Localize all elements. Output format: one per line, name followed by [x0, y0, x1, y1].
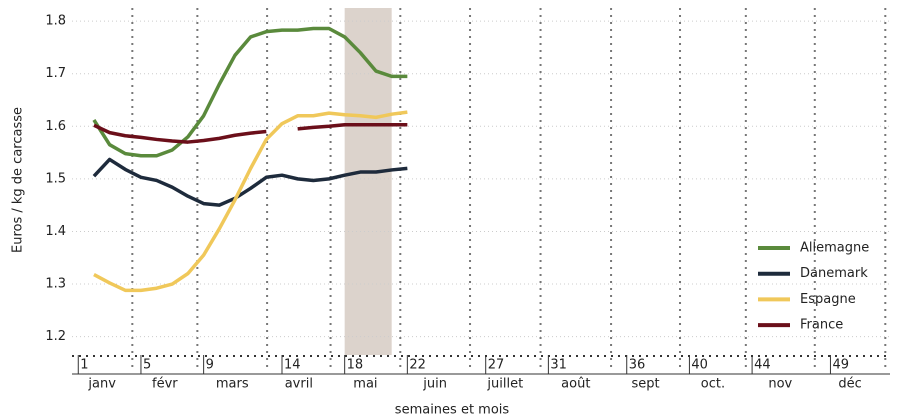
- x-tick-label: 22: [409, 358, 426, 373]
- series-line: [92, 26, 408, 158]
- month-label: juin: [422, 377, 447, 392]
- x-tick-label: 18: [347, 358, 364, 373]
- x-tick-label: 40: [691, 358, 708, 373]
- x-tick-label: 14: [284, 358, 301, 373]
- highlight-band: [344, 8, 392, 355]
- month-label: juillet: [486, 377, 523, 392]
- legend-label: France: [800, 318, 843, 333]
- month-label: nov: [768, 377, 792, 392]
- legend-label: Espagne: [800, 292, 856, 307]
- legend-label: Allemagne: [800, 241, 869, 256]
- y-tick-label: 1.8: [45, 14, 66, 29]
- y-tick-label: 1.5: [45, 171, 66, 186]
- month-label: déc: [838, 377, 861, 392]
- x-axis-title: semaines et mois: [395, 403, 510, 418]
- y-tick-label: 1.3: [45, 277, 66, 292]
- month-label: sept: [631, 377, 659, 392]
- month-label: mars: [216, 377, 249, 392]
- month-label: mai: [353, 377, 377, 392]
- y-tick-label: 1.2: [45, 329, 66, 344]
- series-line: [93, 122, 408, 144]
- x-tick-label: 27: [488, 358, 505, 373]
- series-line: [92, 157, 408, 207]
- legend-label: Danemark: [800, 266, 868, 281]
- y-axis-title: Euros / kg de carcasse: [11, 107, 26, 253]
- y-tick-label: 1.6: [45, 119, 66, 134]
- series-line: [93, 110, 408, 293]
- x-tick-label: 9: [206, 358, 214, 373]
- y-tick-label: 1.4: [45, 224, 66, 239]
- x-tick-label: 36: [629, 358, 646, 373]
- month-label: janv: [87, 377, 116, 392]
- y-tick-label: 1.7: [45, 66, 66, 81]
- x-tick-label: 5: [143, 358, 151, 373]
- x-tick-label: 44: [754, 358, 771, 373]
- month-label: oct.: [701, 377, 725, 392]
- x-tick-label: 1: [80, 358, 88, 373]
- month-label: août: [561, 377, 590, 392]
- month-label: févr: [152, 377, 178, 392]
- month-label: avril: [285, 377, 313, 392]
- x-tick-label: 49: [832, 358, 849, 373]
- x-tick-label: 31: [550, 358, 567, 373]
